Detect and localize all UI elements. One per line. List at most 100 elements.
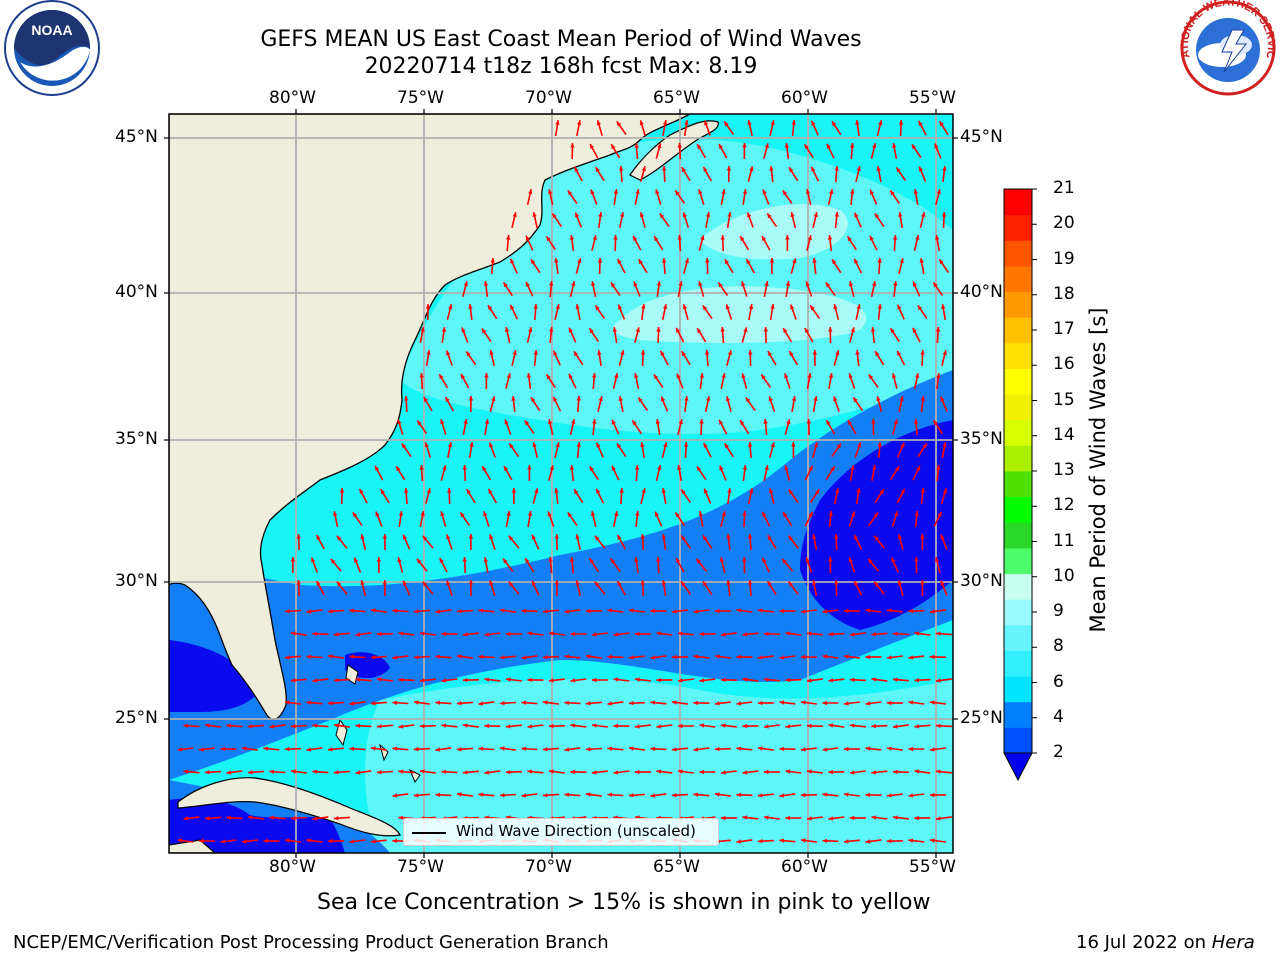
wave-direction-arrowhead — [339, 488, 345, 493]
wave-direction-arrowhead — [908, 608, 913, 614]
period-region-9-10-b — [700, 204, 848, 260]
wave-direction-arrowhead — [742, 632, 748, 637]
wave-direction-arrowhead — [554, 258, 559, 263]
wave-direction-arrowhead — [564, 700, 569, 705]
wave-direction-arrowhead — [894, 466, 900, 472]
wave-direction-arrowhead — [826, 420, 831, 426]
wave-direction-arrowhead — [726, 580, 731, 585]
wave-direction-arrowhead — [634, 724, 640, 729]
wave-direction-arrowhead — [575, 534, 580, 540]
wave-direction-arrowhead — [872, 143, 877, 149]
wave-direction-arrowhead — [398, 724, 404, 729]
wave-direction-arrowhead — [612, 419, 616, 425]
wave-direction-arrowhead — [849, 723, 855, 728]
wave-direction-arrowhead — [468, 396, 474, 401]
wave-direction-arrowhead — [468, 304, 473, 309]
wave-direction-arrowhead — [503, 558, 508, 564]
wave-direction-arrowhead — [413, 609, 419, 614]
colorbar-tick-label: 18 — [1053, 283, 1075, 304]
wave-direction-arrowhead — [333, 678, 339, 683]
wave-direction-arrowhead — [699, 419, 704, 424]
wave-direction-arrowhead — [392, 700, 397, 705]
wave-direction-arrowhead — [568, 373, 573, 379]
wave-direction-arrowhead — [595, 305, 600, 311]
wave-direction-arrowhead — [762, 236, 767, 241]
wave-direction-arrowhead — [855, 120, 860, 125]
wave-direction-arrowhead — [811, 166, 816, 172]
wave-direction-arrowhead — [678, 678, 683, 683]
wave-direction-arrowhead — [422, 581, 428, 587]
wave-direction-arrowhead — [784, 143, 790, 148]
wave-direction-arrowhead — [564, 747, 570, 752]
wave-direction-arrowhead — [681, 167, 686, 173]
wave-direction-arrowhead — [828, 327, 833, 332]
wave-direction-arrowhead — [650, 746, 655, 751]
gridlines — [169, 114, 953, 853]
wave-direction-arrowhead — [806, 419, 811, 424]
wave-direction-arrowhead — [327, 838, 333, 844]
wave-direction-arrowhead — [843, 746, 849, 752]
wave-direction-arrowhead — [466, 489, 471, 495]
wave-direction-arrowhead — [936, 465, 941, 470]
wave-direction-arrowhead — [935, 769, 941, 774]
wave-direction-arrowhead — [828, 723, 834, 728]
wave-direction-arrowhead — [725, 396, 731, 402]
wave-direction-arrowhead — [807, 373, 812, 378]
wave-direction-arrowhead — [855, 350, 860, 355]
wave-direction-arrowhead — [893, 724, 898, 729]
wave-direction-arrowhead — [745, 397, 751, 403]
wave-direction-arrowhead — [575, 580, 580, 586]
wave-direction-arrowhead — [619, 166, 624, 171]
wave-direction-arrowhead — [512, 212, 517, 218]
wave-direction-arrowhead — [242, 746, 247, 751]
wave-direction-arrowhead — [489, 534, 494, 540]
colorbar-segment — [1004, 573, 1032, 600]
wave-direction-arrowhead — [940, 534, 945, 540]
wave-direction-arrowhead — [461, 327, 466, 333]
wave-direction-arrowhead — [779, 608, 784, 614]
wave-direction-arrowhead — [484, 770, 490, 775]
wave-direction-arrowhead — [491, 396, 496, 402]
wave-direction-arrowhead — [913, 189, 918, 194]
wave-direction-arrowhead — [613, 235, 618, 240]
wave-direction-arrowhead — [548, 419, 553, 425]
colorbar-tick-label: 15 — [1053, 389, 1075, 410]
wave-direction-arrowhead — [575, 212, 580, 218]
wave-direction-arrowhead — [521, 608, 526, 613]
wave-direction-arrowhead — [349, 701, 355, 706]
wave-direction-arrowhead — [177, 747, 183, 752]
wave-direction-arrowhead — [291, 631, 296, 636]
wave-direction-arrowhead — [527, 511, 533, 516]
map-legend: Wind Wave Direction (unscaled) — [403, 818, 719, 846]
svg-text:NATIONAL WEATHER SERVICE: NATIONAL WEATHER SERVICE — [0, 0, 1277, 60]
wave-direction-arrowhead — [620, 212, 625, 217]
wave-direction-arrowhead — [456, 701, 462, 706]
colorbar-segment — [1004, 701, 1032, 728]
wave-direction-arrowhead — [736, 701, 742, 706]
wave-direction-arrowhead — [403, 534, 407, 540]
wave-direction-arrowhead — [598, 396, 603, 402]
wave-direction-arrowhead — [336, 535, 342, 541]
wave-direction-arrowhead — [569, 235, 575, 240]
wave-direction-arrowhead — [574, 351, 579, 357]
wave-direction-arrowhead — [743, 327, 748, 333]
wave-direction-arrowhead — [417, 420, 422, 426]
wave-direction-arrowhead — [684, 258, 689, 264]
wave-direction-arrowhead — [349, 654, 355, 659]
wave-direction-arrowhead — [483, 511, 488, 517]
wave-direction-arrowhead — [546, 236, 551, 242]
wave-direction-arrowhead — [929, 700, 935, 705]
wave-direction-arrowhead — [693, 654, 699, 659]
wave-direction-arrowhead — [564, 792, 570, 797]
wave-direction-arrowhead — [764, 815, 769, 820]
wave-direction-arrowhead — [822, 609, 828, 614]
wave-direction-arrowhead — [306, 654, 311, 659]
wave-direction-arrowhead — [641, 304, 646, 309]
wave-direction-arrowhead — [401, 443, 407, 449]
wave-direction-arrowhead — [446, 580, 451, 586]
wave-direction-arrowhead — [220, 839, 226, 844]
wave-direction-arrowhead — [553, 396, 558, 402]
wave-direction-arrowhead — [354, 557, 359, 563]
wave-direction-arrowhead — [554, 488, 559, 493]
wave-direction-arrowhead — [920, 534, 925, 539]
